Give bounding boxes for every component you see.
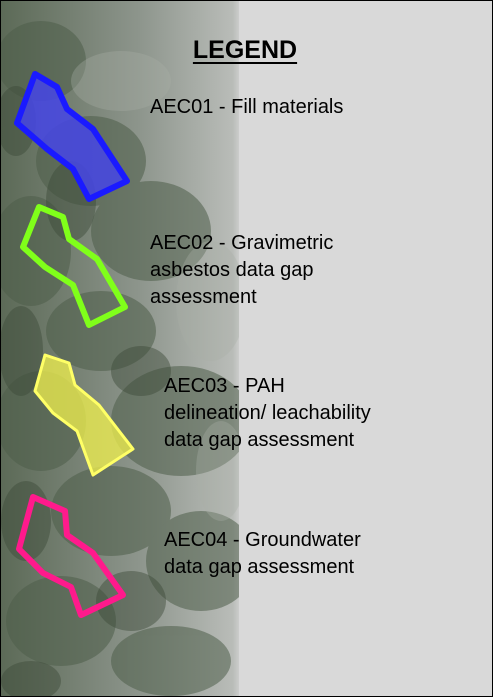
aec01-label-line-1: AEC01 - Fill materials: [150, 96, 344, 118]
aec03-label: AEC03 - PAH delineation/ leachability da…: [164, 373, 371, 454]
aec03-label-line-3: data gap assessment: [164, 429, 355, 451]
aec02-label: AEC02 - Gravimetric asbestos data gap as…: [150, 230, 333, 311]
aec04-label-line-1: AEC04 - Groundwater: [164, 529, 361, 551]
aec04-label-line-2: data gap assessment: [164, 556, 355, 578]
aec01-label: AEC01 - Fill materials: [150, 94, 343, 121]
aec02-label-line-1: AEC02 - Gravimetric: [150, 232, 334, 254]
aec04-label: AEC04 - Groundwater data gap assessment: [164, 527, 361, 581]
aec02-label-line-3: assessment: [150, 286, 257, 308]
legend-title: LEGEND: [192, 36, 298, 64]
aec02-label-line-2: asbestos data gap: [150, 259, 314, 281]
aec03-label-line-1: AEC03 - PAH: [164, 375, 285, 397]
aec03-label-line-2: delineation/ leachability: [164, 402, 371, 424]
